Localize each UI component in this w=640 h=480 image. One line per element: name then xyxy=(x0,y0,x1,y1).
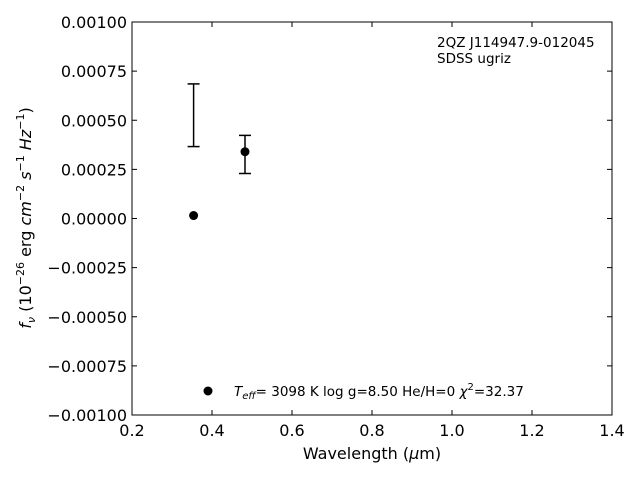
x-tick-label: 1.2 xyxy=(519,421,544,440)
x-tick-label: 0.4 xyxy=(199,421,224,440)
model-points xyxy=(189,147,250,221)
y-tick-label: −0.00025 xyxy=(47,259,127,278)
annotation-object-name: 2QZ J114947.9-012045 xyxy=(437,35,595,51)
errorbar-u xyxy=(187,83,200,148)
y-axis-label: fν (10−26 erg cm−2 s−1 Hz−1) xyxy=(14,107,38,328)
y-label-nu: ν xyxy=(25,317,38,323)
y-tick-label: 0.00025 xyxy=(61,160,127,179)
x-tick-label: 0.6 xyxy=(279,421,304,440)
y-tick-label: 0.00100 xyxy=(61,13,127,32)
observed-errorbars xyxy=(187,83,251,175)
y-tick-label: −0.00050 xyxy=(47,308,127,327)
x-tick-label: 1.4 xyxy=(599,421,624,440)
y-label-f: f xyxy=(16,321,35,329)
x-axis-label-mu: μ xyxy=(408,444,419,463)
y-label-exp2: −2 xyxy=(14,185,27,201)
legend-label: Teff= 3098 K log g=8.50 He/H=0 χ2=32.37 xyxy=(234,382,524,402)
legend-chi-value: =32.37 xyxy=(474,384,524,400)
x-axis-label: Wavelength (μm) xyxy=(303,444,441,463)
legend-teff-t: T xyxy=(234,384,244,400)
model-point xyxy=(240,147,250,157)
legend-params: = 3098 K log g=8.50 He/H=0 xyxy=(256,384,460,400)
y-label-exp1: −26 xyxy=(14,262,27,285)
y-label-cm: cm xyxy=(16,201,35,225)
y-tick-label: −0.00075 xyxy=(47,357,127,376)
y-label-open: (10 xyxy=(16,285,35,317)
y-label-s: s xyxy=(16,172,35,185)
x-tick-label: 0.8 xyxy=(359,421,384,440)
x-axis-label-unit: m) xyxy=(419,444,441,463)
model-point xyxy=(189,211,199,221)
x-ticks: 0.2 0.4 0.6 0.8 1.0 1.2 1.4 xyxy=(119,22,625,440)
legend-chi: χ xyxy=(458,384,468,400)
y-tick-label: −0.00100 xyxy=(47,406,127,425)
legend-teff-sub: eff xyxy=(242,391,257,402)
y-ticks: −0.00100 −0.00075 −0.00050 −0.00025 0.00000 0… xyxy=(47,13,612,425)
y-tick-label: 0.00075 xyxy=(61,62,127,81)
legend-marker xyxy=(203,386,213,396)
y-label-exp4: −1 xyxy=(14,114,27,130)
y-tick-label: 0.00000 xyxy=(61,210,127,229)
x-axis-label-main: Wavelength ( xyxy=(303,444,409,463)
annotation-survey: SDSS ugriz xyxy=(437,51,511,67)
plot-area xyxy=(131,21,613,416)
y-tick-label: 0.00050 xyxy=(61,111,127,130)
y-label-exp3: −1 xyxy=(14,155,27,171)
x-tick-label: 1.0 xyxy=(439,421,464,440)
y-label-close: ) xyxy=(16,107,35,113)
y-label-erg: erg xyxy=(16,226,35,262)
y-label-hz: Hz xyxy=(16,129,35,155)
x-tick-label: 0.2 xyxy=(119,421,144,440)
legend-chi-exp: 2 xyxy=(467,382,473,393)
